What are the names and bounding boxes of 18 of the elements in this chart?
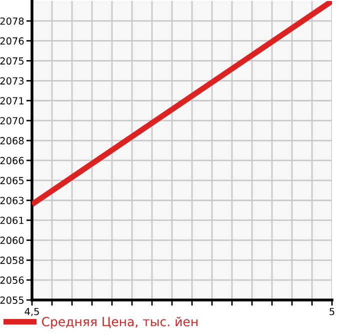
y-tick-label: 2078 xyxy=(0,17,24,25)
y-tick-label: 2056 xyxy=(0,276,24,284)
y-tick-label: 2058 xyxy=(0,256,24,264)
legend-label: Средняя Цена, тыс. йен xyxy=(42,316,198,329)
x-tick-label: 4,5 xyxy=(24,308,39,316)
y-tick-label: 2061 xyxy=(0,216,24,224)
y-tick-label: 2070 xyxy=(0,117,24,124)
y-tick-label: 2076 xyxy=(0,37,24,45)
y-tick-label: 2063 xyxy=(0,196,24,204)
y-tick-label: 2065 xyxy=(0,176,24,184)
y-tick-label: 2071 xyxy=(0,97,24,104)
x-tick-label: 5 xyxy=(330,308,334,316)
y-tick-label: 2073 xyxy=(0,77,24,85)
y-tick-label: 2055 xyxy=(0,296,24,304)
y-tick-label: 2066 xyxy=(0,156,24,164)
y-tick-label: 2060 xyxy=(0,236,24,244)
y-tick-label: 2068 xyxy=(0,137,24,144)
y-tick-label: 2075 xyxy=(0,57,24,65)
